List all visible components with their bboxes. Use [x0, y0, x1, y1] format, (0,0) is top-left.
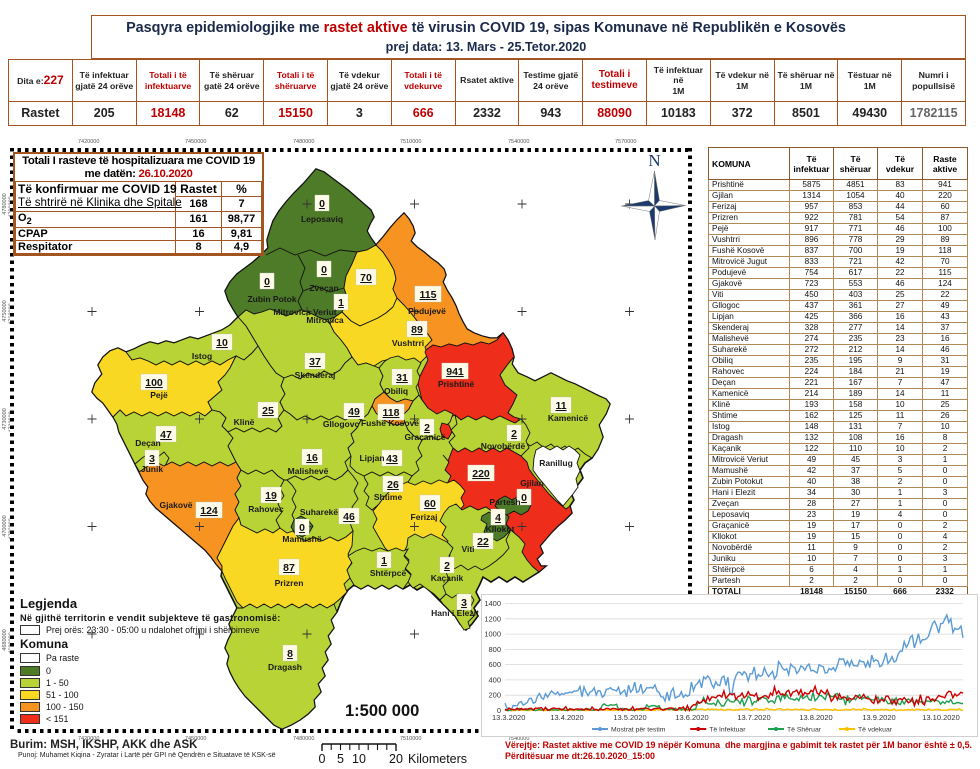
svg-text:Malishevë: Malishevë [288, 466, 329, 476]
svg-text:Vushtrri: Vushtrri [392, 338, 424, 348]
svg-text:Leposaviq: Leposaviq [301, 214, 343, 224]
svg-text:1: 1 [381, 555, 387, 567]
svg-text:10: 10 [216, 337, 228, 349]
svg-text:Gllogovc: Gllogovc [323, 419, 360, 429]
svg-text:Junik: Junik [141, 464, 163, 474]
svg-text:25: 25 [262, 405, 274, 417]
svg-text:Prishtinë: Prishtinë [438, 379, 475, 389]
svg-text:Deçan: Deçan [135, 438, 161, 448]
svg-text:Suharekë: Suharekë [300, 507, 339, 517]
svg-text:4730000: 4730000 [2, 408, 8, 429]
svg-text:Fushë Kosovë: Fushë Kosovë [361, 418, 419, 428]
svg-text:Partesh: Partesh [489, 497, 520, 507]
svg-text:22: 22 [477, 536, 489, 548]
svg-text:100: 100 [145, 377, 163, 389]
svg-text:37: 37 [309, 356, 321, 368]
svg-text:Kaçanik: Kaçanik [431, 573, 464, 583]
svg-text:Mitrovica: Mitrovica [306, 315, 344, 325]
svg-text:2: 2 [444, 560, 450, 572]
svg-text:0: 0 [319, 198, 325, 210]
svg-text:Novobërdë: Novobërdë [481, 441, 526, 451]
svg-text:Dragash: Dragash [268, 662, 302, 672]
svg-text:26: 26 [387, 479, 399, 491]
svg-text:16: 16 [306, 452, 318, 464]
svg-text:11: 11 [555, 400, 566, 412]
svg-text:Hani i Elezit: Hani i Elezit [431, 608, 479, 618]
svg-text:Lipjan: Lipjan [359, 453, 384, 463]
svg-text:Shtërpcë: Shtërpcë [370, 568, 407, 578]
svg-text:47: 47 [160, 429, 172, 441]
svg-text:115: 115 [420, 289, 437, 301]
svg-text:Podujevë: Podujevë [408, 306, 446, 316]
svg-text:941: 941 [446, 366, 464, 378]
svg-text:2: 2 [424, 422, 430, 434]
svg-text:Viti: Viti [461, 544, 474, 554]
svg-text:0: 0 [299, 522, 305, 534]
svg-text:1: 1 [338, 297, 344, 309]
svg-text:19: 19 [265, 490, 277, 502]
svg-text:4780000: 4780000 [2, 193, 8, 214]
svg-text:Zubin Potok: Zubin Potok [247, 294, 296, 304]
svg-text:4750000: 4750000 [2, 300, 8, 321]
svg-text:4680000: 4680000 [2, 629, 8, 650]
svg-text:Mamushë: Mamushë [282, 534, 321, 544]
svg-text:46: 46 [343, 511, 355, 523]
svg-text:60: 60 [424, 498, 436, 510]
svg-text:3: 3 [461, 597, 467, 609]
svg-text:Gjilan: Gjilan [520, 478, 544, 488]
svg-text:124: 124 [200, 505, 218, 517]
svg-text:4: 4 [495, 512, 501, 524]
svg-text:Mitrovica Veriut: Mitrovica Veriut [273, 307, 336, 317]
svg-text:118: 118 [383, 407, 400, 419]
svg-text:Skenderaj: Skenderaj [295, 370, 336, 380]
svg-text:0: 0 [321, 264, 327, 276]
svg-text:49: 49 [348, 406, 360, 418]
svg-text:Ranillug: Ranillug [539, 458, 573, 468]
svg-text:3: 3 [149, 453, 155, 465]
svg-text:89: 89 [411, 324, 423, 336]
svg-text:Graçanicë: Graçanicë [404, 432, 445, 442]
svg-text:0: 0 [264, 276, 270, 288]
svg-text:31: 31 [396, 372, 408, 384]
svg-text:N: N [648, 151, 660, 170]
svg-text:Klinë: Klinë [234, 417, 255, 427]
svg-text:87: 87 [283, 562, 295, 574]
svg-text:Shtime: Shtime [374, 492, 403, 502]
svg-text:Kllokot: Kllokot [486, 524, 515, 534]
svg-text:220: 220 [472, 468, 490, 480]
svg-text:Kamenicë: Kamenicë [548, 413, 588, 423]
svg-text:8: 8 [287, 648, 293, 660]
svg-text:70: 70 [360, 272, 372, 284]
svg-text:43: 43 [386, 453, 398, 465]
svg-text:2: 2 [511, 428, 517, 440]
svg-text:0: 0 [521, 492, 527, 504]
svg-text:Istog: Istog [192, 351, 212, 361]
svg-text:Rahovec: Rahovec [248, 504, 284, 514]
svg-text:Prizren: Prizren [275, 578, 304, 588]
svg-text:Ferizaj: Ferizaj [411, 512, 438, 522]
svg-text:Pejë: Pejë [150, 390, 168, 400]
svg-text:Obiliq: Obiliq [384, 386, 408, 396]
svg-text:4700000: 4700000 [2, 515, 8, 536]
svg-text:Gjakovë: Gjakovë [159, 500, 192, 510]
svg-text:Zveçan: Zveçan [309, 283, 338, 293]
